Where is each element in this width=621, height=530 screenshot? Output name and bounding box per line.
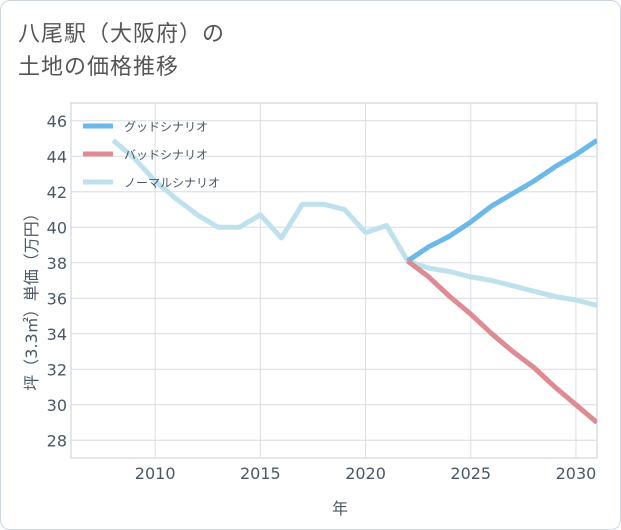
y-tick-label: 42 bbox=[47, 183, 67, 202]
y-tick-label: 38 bbox=[47, 254, 67, 273]
y-tick-label: 34 bbox=[47, 325, 67, 344]
series-lines bbox=[111, 138, 597, 425]
x-tick-label: 2020 bbox=[345, 464, 386, 483]
y-tick-label: 36 bbox=[47, 289, 67, 308]
y-tick-label: 46 bbox=[47, 112, 67, 131]
series-line-0 bbox=[406, 138, 597, 264]
legend-label: ノーマルシナリオ bbox=[124, 176, 220, 190]
x-tick-label: 2030 bbox=[556, 464, 597, 483]
x-tick-label: 2025 bbox=[450, 464, 491, 483]
x-tick-label: 2010 bbox=[135, 464, 176, 483]
series-line-1 bbox=[406, 259, 597, 425]
plot-area bbox=[70, 102, 598, 459]
y-axis-title: 坪（3.3㎡）単価（万円） bbox=[22, 205, 41, 390]
x-tick-labels: 2010 2015 2020 2025 2030 bbox=[135, 464, 597, 483]
y-tick-label: 30 bbox=[47, 396, 67, 415]
y-tick-labels: 28 30 32 34 36 38 40 42 44 46 bbox=[47, 112, 67, 451]
y-tick-label: 28 bbox=[47, 431, 67, 450]
legend-label: バッドシナリオ bbox=[124, 148, 208, 162]
chart-title: 八尾駅（大阪府）の 土地の価格推移 bbox=[18, 18, 225, 84]
chart-title-line2: 土地の価格推移 bbox=[18, 55, 180, 80]
legend-label: グッドシナリオ bbox=[124, 120, 208, 134]
y-tick-label: 44 bbox=[47, 147, 67, 166]
chart-title-line1: 八尾駅（大阪府）の bbox=[18, 22, 226, 47]
grid bbox=[71, 103, 597, 458]
x-axis-title: 年 bbox=[332, 499, 348, 518]
y-tick-label: 32 bbox=[47, 360, 67, 379]
series-line-2 bbox=[111, 138, 597, 308]
x-tick-label: 2015 bbox=[240, 464, 281, 483]
y-tick-label: 40 bbox=[47, 218, 67, 237]
